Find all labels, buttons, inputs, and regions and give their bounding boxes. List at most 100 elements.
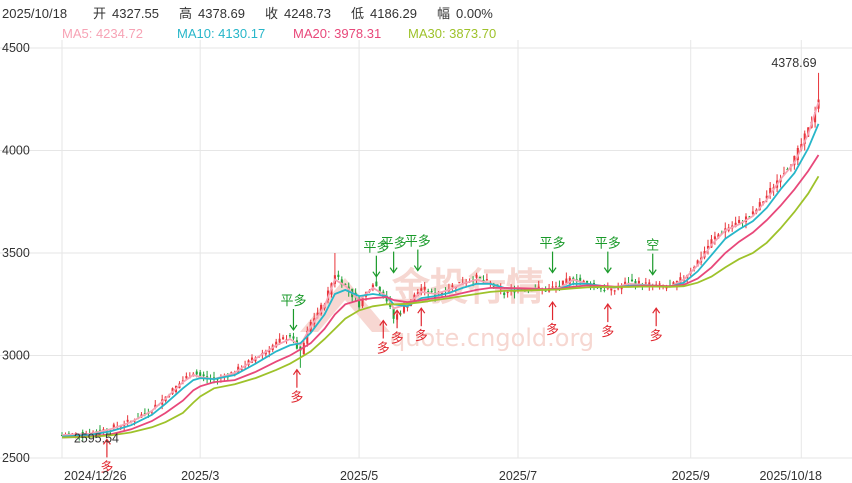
- candle-body: [814, 112, 817, 123]
- candle: [337, 270, 340, 281]
- candle: [630, 273, 634, 283]
- candle-body: [268, 350, 271, 353]
- candle: [60, 432, 64, 437]
- candle-body: [385, 295, 388, 302]
- candle-body: [478, 276, 482, 278]
- candle-body: [751, 211, 754, 215]
- signal-marker: 平多: [595, 236, 621, 274]
- header-low-value: 4186.29: [370, 6, 417, 21]
- candle: [340, 276, 343, 288]
- candle-body: [154, 404, 157, 409]
- candle-body: [630, 279, 634, 282]
- header-high-label: 高: [179, 6, 192, 21]
- candle-body: [637, 280, 640, 284]
- signal-label: 多: [601, 324, 614, 339]
- candle-body: [558, 285, 561, 287]
- candle-body: [793, 155, 796, 166]
- legend-ma10: MA10: 4130.17: [177, 26, 265, 41]
- x-tick-label: 2024/12/26: [64, 469, 127, 483]
- signal-label: 多: [290, 390, 303, 405]
- candles: [60, 72, 820, 441]
- candle-body: [475, 274, 478, 278]
- candle-body: [371, 284, 374, 289]
- signal-marker: 多: [650, 307, 663, 343]
- candle-body: [358, 297, 361, 308]
- axis-labels: 2500 3000 3500 4000 4500 2024/12/26 2025/3 2025…: [2, 41, 822, 483]
- candle-body: [399, 313, 402, 315]
- candle-body: [648, 282, 651, 286]
- candle-body: [337, 274, 340, 278]
- candle: [561, 280, 564, 286]
- max-price-label: 4378.69: [771, 56, 816, 70]
- signal-marker: 多: [290, 368, 303, 405]
- ma-legend: MA5: 4234.72 MA10: 4130.17 MA20: 3978.31…: [62, 26, 496, 41]
- legend-ma30: MA30: 3873.70: [408, 26, 496, 41]
- y-tick-label: 4500: [2, 41, 30, 55]
- candle-body: [665, 287, 668, 289]
- watermark: 金投行情 quote.cngold.org: [300, 265, 594, 352]
- signal-label: 平多: [405, 234, 431, 249]
- candle-body: [316, 312, 319, 316]
- signal-marker: 多: [391, 309, 404, 345]
- y-tick-label: 4000: [2, 144, 30, 158]
- candle-body: [195, 371, 198, 375]
- signal-marker: 多: [100, 438, 113, 474]
- x-tick-label: 2025/9: [672, 469, 710, 483]
- candle-body: [288, 335, 292, 337]
- candle-body: [458, 282, 461, 284]
- candle-body: [375, 281, 378, 287]
- candle: [554, 281, 558, 293]
- signal-arrowhead-icon: [648, 269, 657, 276]
- candle-body: [803, 133, 806, 144]
- header-open-label: 开: [93, 6, 106, 21]
- candle: [706, 239, 710, 255]
- candle: [482, 275, 485, 285]
- candle-body: [734, 222, 737, 227]
- signal-label: 多: [377, 341, 390, 356]
- candle-body: [624, 281, 627, 285]
- candle-body: [440, 292, 444, 295]
- signal-label: 多: [546, 322, 559, 337]
- candle: [458, 282, 461, 284]
- candle-body: [769, 187, 772, 194]
- candle-body: [230, 372, 233, 374]
- candle: [613, 289, 616, 295]
- candle-body: [185, 376, 188, 379]
- candle-body: [748, 216, 751, 218]
- candle-body: [482, 279, 485, 281]
- candle-body: [143, 413, 146, 415]
- grid: [0, 40, 852, 459]
- legend-ma5: MA5: 4234.72: [62, 26, 143, 41]
- candle: [288, 333, 292, 339]
- candle-body: [126, 419, 129, 422]
- candle-body: [599, 288, 602, 290]
- header-date: 2025/10/18: [2, 6, 67, 21]
- signal-marker: 多: [415, 307, 428, 343]
- ma-lines: [61, 102, 820, 439]
- candle: [275, 338, 278, 349]
- signal-label: 空: [646, 238, 659, 253]
- candle: [475, 272, 478, 284]
- signal-marker: 平多: [363, 240, 389, 278]
- candle-body: [275, 341, 278, 347]
- candle-body: [499, 289, 502, 291]
- y-tick-label: 3000: [2, 349, 30, 363]
- signal-label: 平多: [540, 236, 566, 251]
- signal-label: 平多: [595, 236, 621, 251]
- candle: [399, 310, 402, 317]
- candle-body: [451, 285, 454, 287]
- candle: [748, 215, 751, 218]
- signal-arrowhead-icon: [548, 267, 557, 274]
- candle-body: [706, 245, 710, 249]
- candle-body: [278, 338, 281, 343]
- signal-label: 平多: [381, 236, 407, 251]
- candle-body: [420, 288, 423, 291]
- candle-body: [199, 372, 202, 376]
- candle-body: [430, 291, 433, 293]
- candle-body: [738, 219, 741, 224]
- header-low-label: 低: [351, 6, 364, 21]
- signal-marker: 平多: [280, 293, 306, 332]
- ohlc-header: 2025/10/18 开 4327.55 高 4378.69 收 4248.73…: [2, 6, 493, 21]
- signal-marker: 平多: [540, 236, 566, 274]
- candle: [713, 231, 716, 245]
